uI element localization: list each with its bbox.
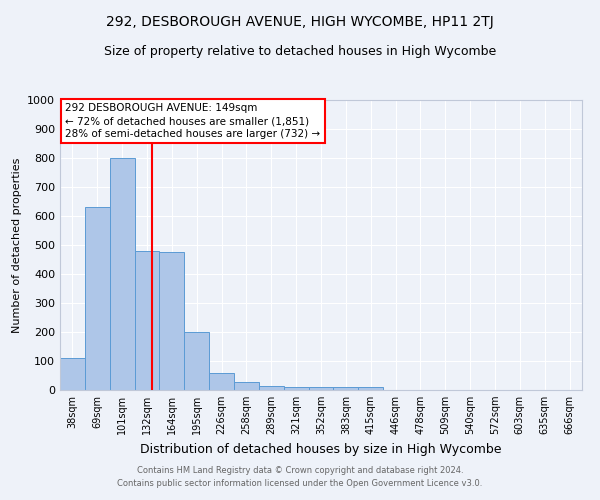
Bar [85, 208, 110, 390]
Bar [334, 387, 358, 390]
Bar [134, 251, 160, 390]
Bar [259, 386, 284, 390]
Bar [284, 387, 308, 390]
X-axis label: Distribution of detached houses by size in High Wycombe: Distribution of detached houses by size … [140, 442, 502, 456]
Text: Contains HM Land Registry data © Crown copyright and database right 2024.
Contai: Contains HM Land Registry data © Crown c… [118, 466, 482, 487]
Text: 292, DESBOROUGH AVENUE, HIGH WYCOMBE, HP11 2TJ: 292, DESBOROUGH AVENUE, HIGH WYCOMBE, HP… [106, 15, 494, 29]
Text: Size of property relative to detached houses in High Wycombe: Size of property relative to detached ho… [104, 45, 496, 58]
Bar [308, 387, 334, 390]
Bar [60, 358, 85, 390]
Bar [184, 332, 209, 390]
Bar [358, 387, 383, 390]
Bar [209, 372, 234, 390]
Bar [110, 158, 134, 390]
Y-axis label: Number of detached properties: Number of detached properties [11, 158, 22, 332]
Bar [234, 382, 259, 390]
Text: 292 DESBOROUGH AVENUE: 149sqm
← 72% of detached houses are smaller (1,851)
28% o: 292 DESBOROUGH AVENUE: 149sqm ← 72% of d… [65, 103, 320, 140]
Bar [160, 252, 184, 390]
